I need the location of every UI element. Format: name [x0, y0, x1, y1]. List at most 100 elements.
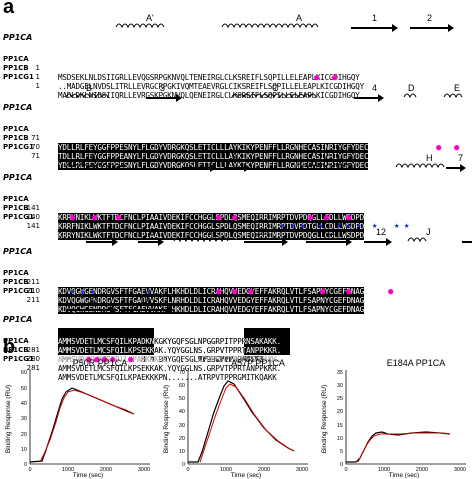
x-tick: 1000 [378, 467, 390, 473]
row-sequence: AMMSVDETLMCSFQILKPAEKKKPN.......ATRPVTPP… [58, 373, 277, 382]
ss-label: 2 [427, 13, 433, 23]
ss-label: G [325, 153, 333, 163]
ss-label: 14 [140, 295, 151, 305]
pink-marker-icon: ● [320, 287, 326, 297]
row-number: 71 [31, 152, 40, 160]
row-number: 281 [26, 346, 40, 354]
row-sequence: KRRYNIKLWKTFTDCFNCLPIAAIVDEKIFCCHGGLSPDL… [58, 231, 365, 240]
y-tick: 20 [337, 409, 343, 415]
blue-star-icon: ★ [300, 221, 306, 231]
y-tick: 15 [337, 423, 343, 429]
row-number: 1 [35, 64, 40, 72]
alignment-row-overlay: AMMSVDETLMCSFQILKPAEKKKPN.......ATRPVTPP… [0, 346, 277, 364]
blue-star-icon: ★ [318, 221, 324, 231]
blue-star-icon: ★ [356, 221, 362, 231]
row-sequence: AMMSVDETLMCSFQILKPAEKKKPN.......ATRPVTPP… [58, 355, 277, 364]
x-tick: 2000 [258, 467, 270, 473]
secondary-structure-track [65, 93, 463, 102]
row-sequence: AMMSVDETLMCSFQILKPSEKKAK.YQYGGLNS.GRPVTP… [58, 346, 281, 355]
y-tick: 20 [21, 432, 27, 438]
y-ticks: 0 10 20 30 40 50 60 [21, 370, 27, 468]
y-tick: 0 [24, 462, 27, 468]
row-number: 1 [35, 73, 40, 81]
alignment-row: PP1CG1 141 KRRYNIKLWKTFTDCFNCLPIAAIVDEKI… [0, 204, 364, 240]
blue-star-icon: ★ [404, 221, 410, 231]
y-tick: 50 [179, 396, 185, 402]
marker-row: ★ ★ ★ ★ ● ● ● ● ● ● [0, 288, 474, 298]
blue-star-icon: ★ [372, 221, 378, 231]
blue-star-icon: ★ [70, 287, 76, 297]
ss-label: 4 [372, 83, 378, 93]
marker-row: ● ● ● ● ● [0, 356, 474, 366]
row-name: PP1CB [3, 64, 29, 72]
y-tick: 35 [337, 370, 343, 376]
fit-curve [357, 432, 451, 463]
pink-marker-icon: ● [314, 73, 320, 83]
alignment-row: PP1CA 1 MSDSEKLNLDSIIGRLLEVQGSRPGKNVQLTE… [0, 46, 360, 82]
row-sequence: AMMSVDETLMCSFQILKPSEKKAK.YQYGGLNS.GRPVTP… [58, 364, 281, 373]
x-tick: 2000 [100, 467, 112, 473]
x-ticks: 0 1000 2000 3000 [28, 467, 150, 473]
marker-row: ★ ★ ★ ★ ★ ★ ★ ★ ★ ★ [0, 222, 474, 232]
blue-star-icon: ★ [80, 287, 86, 297]
alignment-row: PP1CG1 211 KDVQGWGENDRGVSFTFGAEVVAKFLHKH… [0, 278, 364, 314]
row-sequence: KDVQGWGENDRGVSFTFGAEVVAKFLHKHDLDLICRAHQV… [58, 305, 365, 314]
pink-marker-icon: ● [346, 287, 352, 297]
x-tick: 0 [344, 467, 347, 473]
secondary-structure-track [115, 23, 454, 32]
blue-star-icon: ★ [336, 221, 342, 231]
alignment-row: PP1CG1 281 AMMSVDETLMCSFQILKPAEKKKPN....… [0, 346, 277, 382]
blue-star-icon: ★ [146, 287, 152, 297]
marker-row: ● ● [0, 144, 474, 154]
chart-title: P50R PP1CA [73, 358, 128, 368]
panel-b-label: b [3, 336, 16, 358]
conservation-highlight [0, 46, 474, 73]
x-tick: 1000 [220, 467, 232, 473]
alignment-row-overlay: AMMSVDETLMCSFQILKPSEKKAK.YQYGGLNS.GRPVTP… [0, 337, 281, 355]
row-sequence: TDLLRLFEYGGFPPEANYLFLGDYVDRGKQSLETICLLLA… [58, 152, 369, 161]
ss-label: F [90, 153, 96, 163]
ss-label: I [208, 227, 211, 237]
block-header: PP1CA [3, 315, 33, 324]
row-number: 70 [31, 143, 40, 151]
blue-star-icon: ★ [290, 221, 296, 231]
row-number: 280 [26, 355, 40, 363]
ss-label: 10 [256, 227, 267, 237]
alignment-row: PP1CB 1 ..MADGELNVDSLITRLLEVRGCRPGKIVQMT… [0, 55, 364, 91]
ss-label: 13 [88, 295, 99, 305]
fit-curve [199, 383, 295, 463]
x-tick: 3000 [138, 467, 150, 473]
alignment-row-overlay: AMMSVDETLMCSFQILKPADKNKGKYGQFSGLNPGGRPIT… [0, 328, 281, 346]
y-tick: 0 [340, 462, 343, 468]
y-tick: 40 [179, 409, 185, 415]
blue-star-icon: ★ [346, 221, 352, 231]
ss-label: 7 [458, 153, 464, 163]
row-name: PP1CG1 [3, 213, 34, 221]
blue-star-icon: ★ [394, 221, 400, 231]
block-header: PP1CA [3, 247, 33, 256]
row-number: 281 [26, 364, 40, 372]
pink-marker-icon: ● [436, 143, 442, 153]
pink-marker-icon: ● [128, 355, 134, 365]
ss-label: 8 [98, 227, 104, 237]
x-tick: 1000 [62, 467, 74, 473]
y-tick: 5 [340, 449, 343, 455]
row-sequence: MADLDKLNIDSIIQRLLEVRGSKPGKNVQLQENEIRGLCL… [58, 91, 360, 100]
data-curve [346, 431, 451, 463]
row-number: 71 [31, 134, 40, 142]
ss-label: 11 [326, 227, 336, 237]
marker-row: ● ● [0, 74, 474, 84]
y-tick: 10 [337, 436, 343, 442]
row-name: PP1CB [3, 134, 29, 142]
row-number: 210 [26, 287, 40, 295]
pink-marker-icon: ● [102, 355, 108, 365]
y-tick: 30 [179, 423, 185, 429]
pink-marker-icon: ● [110, 355, 116, 365]
row-sequence: YDLLRLFEYGGFPPESNYLFLGDYVDRGKQSLETICLLLA… [58, 161, 369, 170]
alignment-row: PP1CA 141 KRRYNIKLWKTFTDCFNCLPIAAIVDEKIF… [0, 186, 364, 222]
x-axis-label: Time (sec) [73, 472, 103, 479]
alignment-row: PP1CA 71 YDLLRLFEYGGFPPESNYLFLGDYVDRGKQS… [0, 116, 369, 152]
x-ticks: 0 1000 2000 3000 [344, 467, 466, 473]
y-tick: 0 [182, 462, 185, 468]
pink-marker-icon: ● [232, 287, 238, 297]
